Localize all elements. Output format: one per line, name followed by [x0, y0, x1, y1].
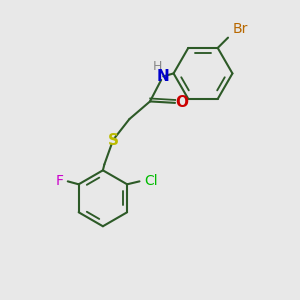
Text: O: O: [175, 95, 188, 110]
Text: Cl: Cl: [144, 174, 158, 188]
Text: Br: Br: [232, 22, 248, 36]
Text: S: S: [108, 133, 119, 148]
Text: N: N: [157, 69, 169, 84]
Text: H: H: [153, 60, 162, 73]
Text: F: F: [56, 174, 64, 188]
